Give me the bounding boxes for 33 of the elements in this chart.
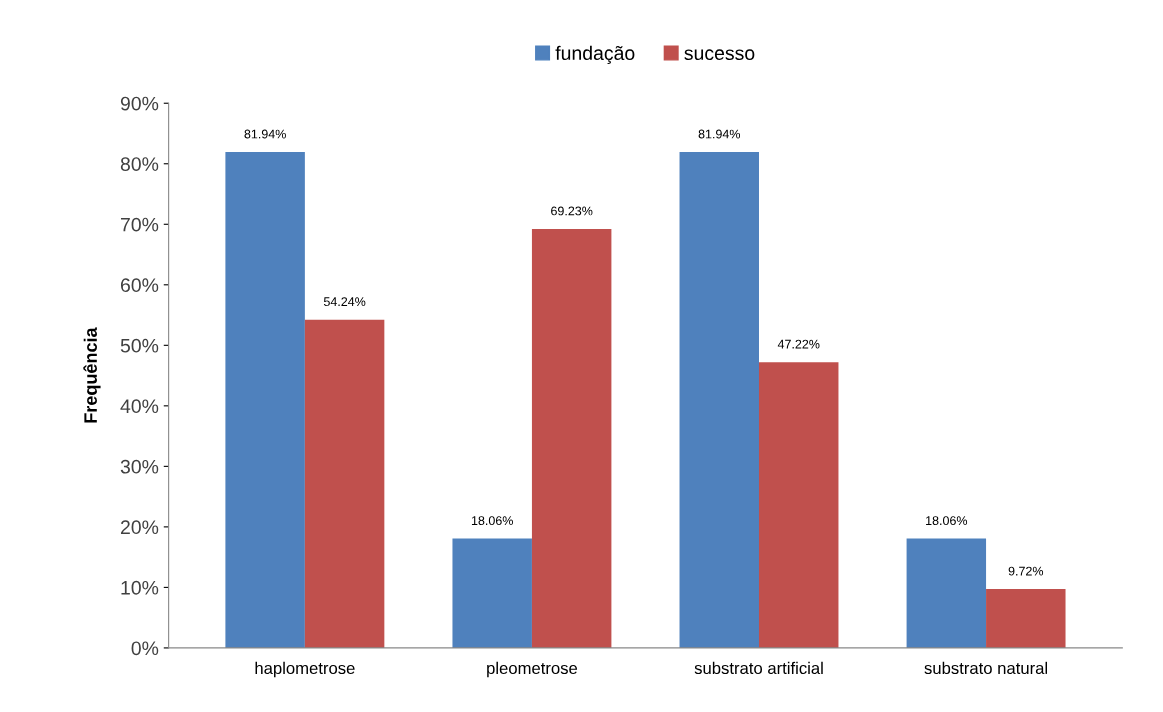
bar (679, 152, 759, 648)
y-tick-label: 0% (131, 641, 159, 656)
bar (906, 538, 987, 648)
bar (304, 319, 385, 648)
data-label: 47.22% (777, 339, 820, 349)
bar (225, 152, 305, 648)
y-tick-label: 50% (120, 338, 159, 353)
bar (759, 362, 839, 648)
bar (452, 538, 532, 648)
y-tick-label: 90% (120, 96, 159, 111)
legend-label: sucesso (684, 49, 755, 61)
y-axis-title: Frequência (83, 327, 101, 423)
bar (986, 589, 1066, 648)
data-label: 18.06% (471, 516, 513, 526)
y-tick-label: 70% (120, 217, 159, 232)
x-tick-label: haplometrose (255, 661, 355, 678)
x-tick-label: pleometrose (487, 661, 578, 678)
y-tick-label: 40% (120, 399, 159, 414)
y-tick-label: 60% (120, 278, 159, 293)
legend-label: fundação (555, 45, 635, 64)
y-tick-label: 20% (120, 520, 159, 535)
bar (531, 228, 612, 648)
data-label: 81.94% (244, 129, 286, 139)
data-label: 81.94% (698, 129, 741, 139)
data-label: 69.23% (551, 206, 593, 216)
data-label: 54.24% (323, 297, 366, 307)
data-label: 9.72% (1008, 566, 1044, 576)
x-tick-label: substrato artificial (694, 661, 823, 675)
x-tick-label: substrato natural (924, 661, 1048, 675)
y-tick-label: 80% (120, 157, 159, 171)
data-label: 18.06% (926, 516, 968, 526)
y-tick-label: 10% (121, 580, 159, 595)
y-tick-label: 30% (120, 459, 159, 474)
